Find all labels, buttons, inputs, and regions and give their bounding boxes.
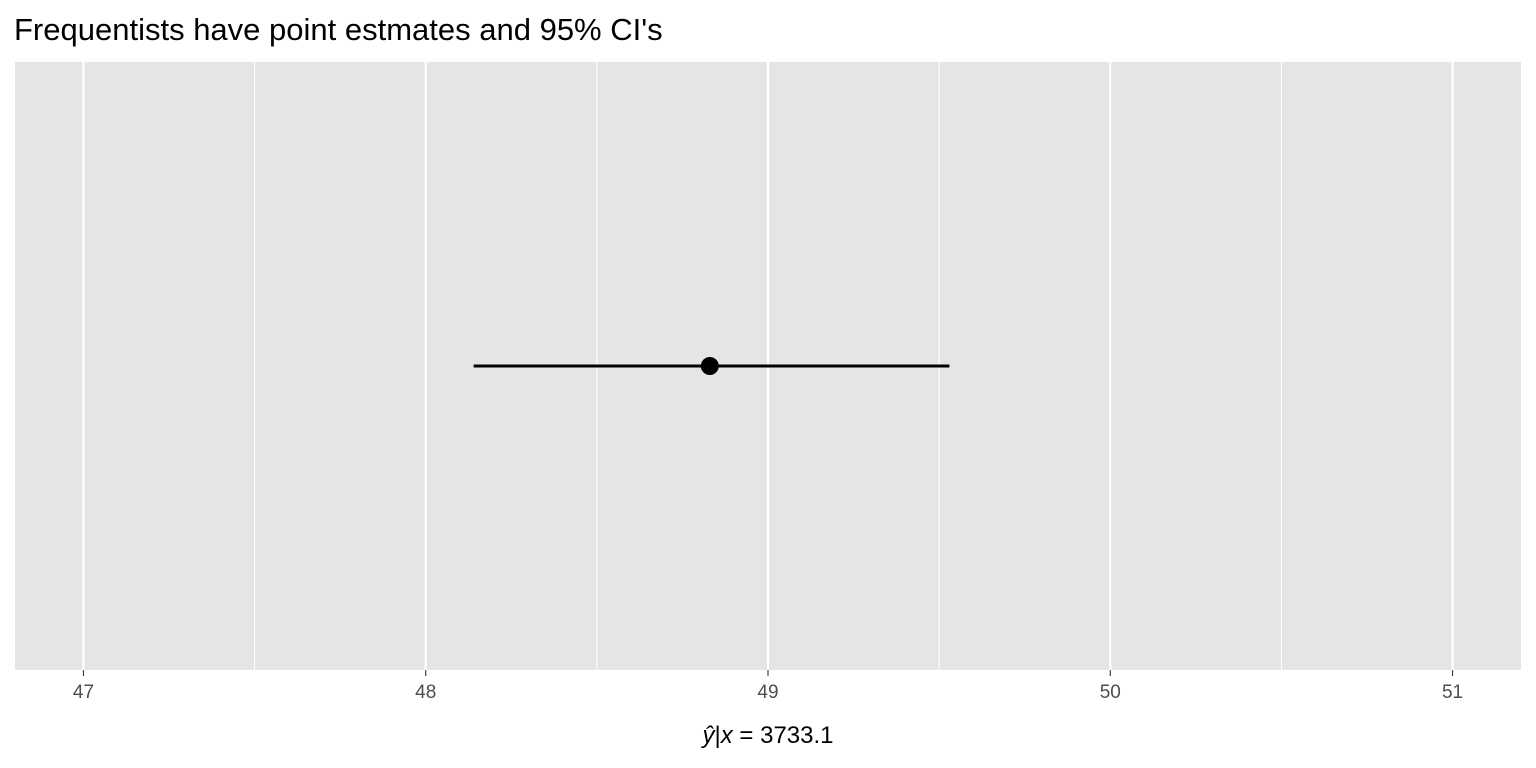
x-tick-label: 49 [757,682,778,703]
x-axis-label-symbol: ŷ [701,722,717,749]
x-tick-label: 50 [1100,682,1121,703]
x-axis-label: ŷ|x = 3733.1 [701,722,834,749]
x-axis-label-separator: | [715,722,721,749]
x-tick-label: 48 [415,682,436,703]
x-axis-tick-labels: 47 48 49 50 51 [73,682,1463,703]
x-axis-label-relation: = [733,722,760,749]
x-tick-label: 47 [73,682,94,703]
point-estimate [700,357,719,375]
x-tick-label: 51 [1442,682,1463,703]
x-axis-label-variable: x [720,722,734,749]
data-marks [473,357,950,375]
chart-title: Frequentists have point estmates and 95%… [14,12,663,47]
x-axis-label-value: 3733.1 [760,722,833,749]
x-axis-ticks [82,670,1454,676]
major-gridlines [82,62,1454,670]
